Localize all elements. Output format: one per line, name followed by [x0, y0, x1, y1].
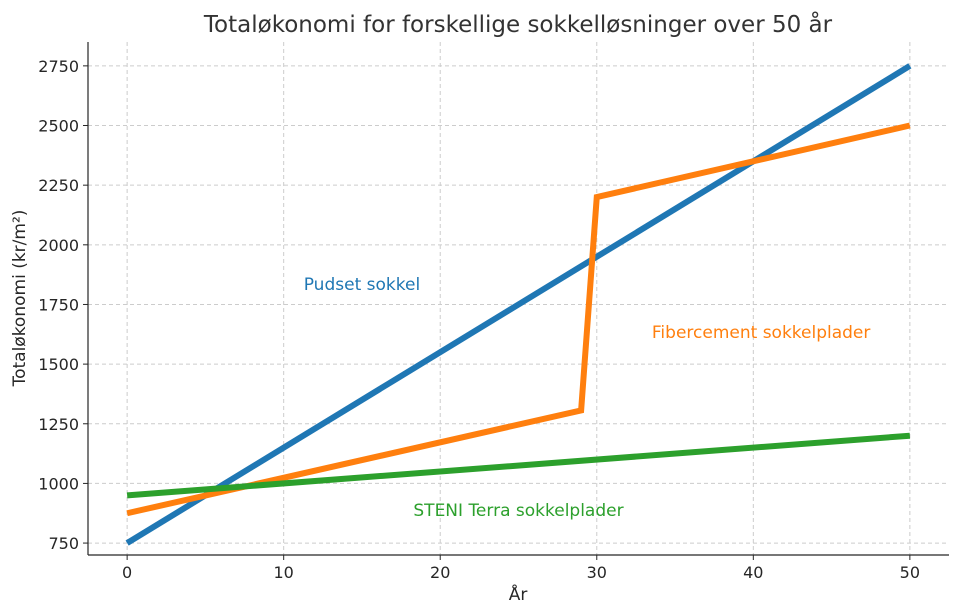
y-tick-label: 1500 — [38, 355, 79, 374]
y-axis-label: Totaløkonomi (kr/m²) — [10, 210, 30, 388]
series-label-pudset-sokkel: Pudset sokkel — [304, 275, 420, 295]
series-line-steni-terra-sokkelplader — [126, 432, 911, 499]
y-tick-label: 2750 — [38, 57, 79, 76]
x-tick-label: 50 — [900, 563, 920, 582]
chart-title: Totaløkonomi for forskellige sokkelløsni… — [203, 10, 833, 38]
axes — [87, 42, 949, 556]
x-tick-label: 30 — [587, 563, 607, 582]
y-tick-label: 1250 — [38, 415, 79, 434]
x-tick-label: 0 — [122, 563, 132, 582]
series-label-steni-terra-sokkelplader: STENI Terra sokkelplader — [413, 501, 623, 521]
y-tick-label: 2000 — [38, 236, 79, 255]
x-tick-label: 40 — [743, 563, 763, 582]
series-layer — [125, 63, 912, 546]
y-tick-label: 1000 — [38, 474, 79, 493]
y-tick-label: 2250 — [38, 176, 79, 195]
y-tick-label: 1750 — [38, 295, 79, 314]
series-line-pudset-sokkel — [125, 63, 912, 546]
ticks: 0 10 20 30 40 50 750 1000 1250 1500 1750 2000 2250 25… — [38, 57, 920, 582]
x-tick-label: 10 — [274, 563, 294, 582]
x-axis-label: År — [509, 583, 528, 605]
grid — [88, 42, 949, 555]
x-tick-label: 20 — [430, 563, 450, 582]
annotations: Pudset sokkel Fibercement sokkelplader STE… — [304, 275, 871, 521]
series-line-fibercement-sokkelplader — [126, 122, 911, 517]
y-tick-label: 750 — [48, 534, 79, 553]
y-tick-label: 2500 — [38, 117, 79, 136]
series-label-fibercement-sokkelplader: Fibercement sokkelplader — [652, 323, 871, 343]
